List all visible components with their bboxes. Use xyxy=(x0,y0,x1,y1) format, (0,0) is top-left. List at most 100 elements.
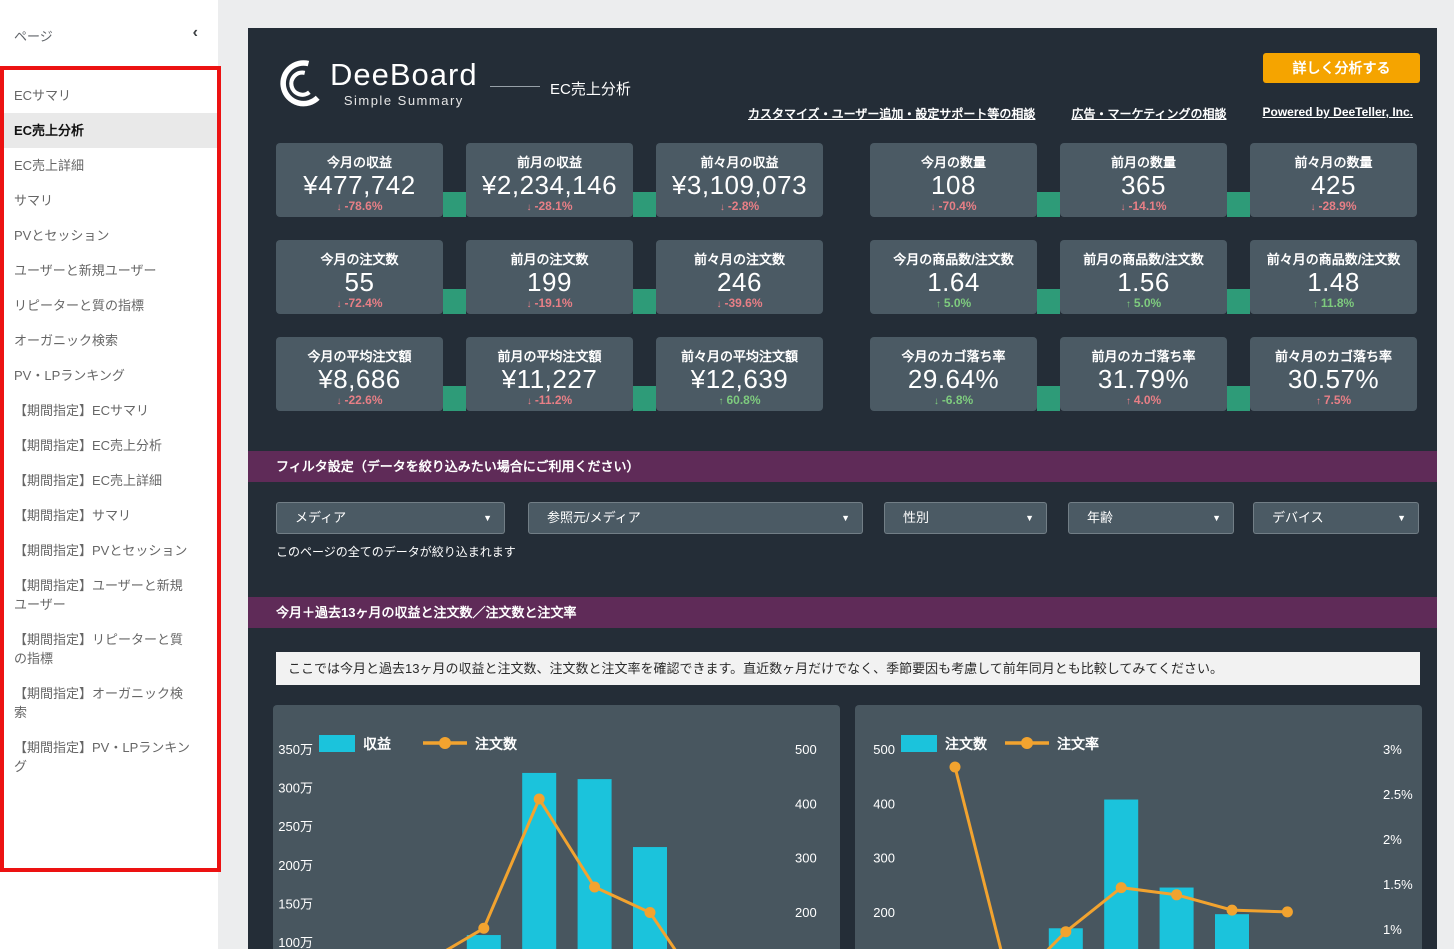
page-nav-list: ECサマリ EC売上分析 EC売上詳細 サマリ PVとセッションユーザーと新規ユーザーリ… xyxy=(0,66,218,784)
kpi-delta: ↓ -72.4% xyxy=(336,296,383,310)
right-axis-tick: 200 xyxy=(795,905,817,920)
filter-dropdown[interactable]: 性別 ▼ xyxy=(884,502,1047,534)
arrow-down-icon: ↓ xyxy=(526,299,532,310)
left-axis-tick: 350万 xyxy=(278,742,313,757)
sidebar-item[interactable]: PV・LPランキング xyxy=(14,368,125,383)
revenue-orders-chart: 収益 注文数 350万 300万 250万 200万 150万 100万 500 400 300 20… xyxy=(273,705,840,949)
legend-label: 注文数 xyxy=(475,736,518,752)
sidebar-item[interactable]: サマリ xyxy=(14,193,54,208)
bar xyxy=(1215,914,1249,949)
left-axis-tick: 400 xyxy=(873,796,895,811)
right-axis-tick: 400 xyxy=(795,796,817,811)
kpi-delta: ↑ 11.8% xyxy=(1312,296,1355,310)
sidebar-item[interactable]: 【期間指定】PVとセッション xyxy=(14,543,188,558)
left-axis-tick: 300万 xyxy=(278,781,313,796)
line-point xyxy=(1060,926,1072,938)
legend-bar-swatch xyxy=(901,735,937,752)
kpi-title: 前々月の平均注文額 xyxy=(680,349,798,364)
kpi-connector xyxy=(633,289,656,314)
marketing-link[interactable]: 広告・マーケティングの相談 xyxy=(1071,107,1227,121)
kpi-value: 31.79% xyxy=(1097,364,1190,394)
chevron-down-icon: ▼ xyxy=(1212,513,1221,523)
sidebar-item[interactable]: リピーターと質の指標 xyxy=(14,298,145,313)
right-axis-tick: 3% xyxy=(1383,742,1402,757)
legend-bar-swatch xyxy=(319,735,355,752)
sidebar: ページ ‹ ECサマリ EC売上分析 EC売上詳細 サマリ PVとセッション ユーザーと新… xyxy=(0,0,218,949)
sidebar-item[interactable]: 【期間指定】リピーターと質の指標 xyxy=(14,632,184,666)
filter-dropdown[interactable]: デバイス ▼ xyxy=(1253,502,1419,534)
kpi-value: ¥12,639 xyxy=(690,364,789,394)
support-link[interactable]: カスタマイズ・ユーザー追加・設定サポート等の相談 xyxy=(748,107,1036,121)
sidebar-item[interactable]: EC売上詳細 xyxy=(14,158,85,173)
kpi-title: 前々月のカゴ落ち率 xyxy=(1274,349,1392,364)
deeboard-logo: DeeBoard Simple Summary xyxy=(278,58,478,108)
kpi-title: 前月の注文数 xyxy=(510,252,589,267)
right-axis-tick: 2% xyxy=(1383,832,1402,847)
line-point xyxy=(589,881,601,893)
sidebar-item[interactable]: 【期間指定】サマリ xyxy=(14,508,132,523)
arrow-down-icon: ↓ xyxy=(1310,202,1316,213)
sidebar-item[interactable]: 【期間指定】ユーザーと新規ユーザー xyxy=(14,578,183,612)
chevron-down-icon: ▼ xyxy=(841,513,850,523)
sidebar-item[interactable]: 【期間指定】PV・LPランキング xyxy=(14,740,190,774)
left-axis-tick: 300 xyxy=(873,851,895,866)
kpi-connector xyxy=(1227,192,1250,217)
filter-note: このページの全てのデータが絞り込まれます xyxy=(276,545,516,559)
sidebar-item[interactable]: ECサマリ xyxy=(14,88,72,103)
kpi-value: ¥477,742 xyxy=(303,170,416,200)
kpi-delta: ↓ -28.9% xyxy=(1310,199,1357,213)
chevron-down-icon: ▼ xyxy=(1025,513,1034,523)
kpi-delta: ↑ 5.0% xyxy=(935,296,972,310)
page-title: EC売上分析 xyxy=(550,81,631,98)
sidebar-item[interactable]: 【期間指定】EC売上分析 xyxy=(14,438,163,453)
filter-dropdown[interactable]: メディア ▼ xyxy=(276,502,505,534)
line-point xyxy=(1281,906,1293,918)
kpi-title: 今月の平均注文額 xyxy=(307,349,412,364)
sidebar-item[interactable]: PVとセッション xyxy=(14,228,110,243)
kpi-value: 1.56 xyxy=(1117,267,1170,297)
kpi-delta: ↓ -78.6% xyxy=(336,199,383,213)
legend-line-dot xyxy=(1021,737,1033,749)
logo-title: DeeBoard xyxy=(330,57,478,92)
filter-dropdown[interactable]: 年齢 ▼ xyxy=(1068,502,1234,534)
arrow-down-icon: ↓ xyxy=(526,202,532,213)
sidebar-item[interactable]: 【期間指定】オーガニック検索 xyxy=(14,686,184,720)
sidebar-item[interactable]: EC売上分析 xyxy=(0,113,218,148)
line-point xyxy=(949,761,961,773)
kpi-value: 108 xyxy=(931,170,976,200)
kpi-title: 今月の数量 xyxy=(920,155,986,170)
kpi-connector xyxy=(443,289,466,314)
kpi-title: 前々月の数量 xyxy=(1294,155,1373,170)
chart-svg: 注文数 注文率 500 400 300 200 3% 2.5% 2% 1.5% 1% xyxy=(873,735,1413,949)
kpi-card: 前々月の平均注文額 ¥12,639 ↑ 60.8% xyxy=(656,337,823,411)
line-point xyxy=(478,922,490,934)
kpi-card: 今月のカゴ落ち率 29.64% ↓ -6.8% xyxy=(870,337,1037,411)
sidebar-item[interactable]: 【期間指定】ECサマリ xyxy=(14,403,150,418)
chevron-down-icon: ▼ xyxy=(483,513,492,523)
chart-svg: 収益 注文数 350万 300万 250万 200万 150万 100万 500 400 300 20… xyxy=(278,735,817,949)
line-point xyxy=(1171,889,1183,901)
dashboard-canvas: DeeBoard Simple Summary EC売上分析 詳しく分析する カ… xyxy=(248,28,1437,949)
legend-line-dot xyxy=(439,737,451,749)
kpi-card: 今月の平均注文額 ¥8,686 ↓ -22.6% xyxy=(276,337,443,411)
sidebar-item[interactable]: ユーザーと新規ユーザー xyxy=(14,263,157,278)
logo-subtitle: Simple Summary xyxy=(343,93,464,108)
bar xyxy=(577,779,612,949)
arrow-down-icon: ↓ xyxy=(930,202,936,213)
kpi-value: ¥3,109,073 xyxy=(671,170,808,200)
filter-dropdown[interactable]: 参照元/メディア ▼ xyxy=(528,502,863,534)
arrow-up-icon: ↑ xyxy=(718,396,724,407)
kpi-connector xyxy=(443,386,466,411)
left-axis-tick: 500 xyxy=(873,742,895,757)
powered-by-link[interactable]: Powered by DeeTeller, Inc. xyxy=(1262,105,1413,119)
orders-rate-chart: 注文数 注文率 500 400 300 200 3% 2.5% 2% 1.5% 1% xyxy=(855,705,1422,949)
kpi-title: 前月の収益 xyxy=(516,155,582,170)
header-links: カスタマイズ・ユーザー追加・設定サポート等の相談 広告・マーケティングの相談 P… xyxy=(748,105,1413,122)
kpi-title: 前々月の注文数 xyxy=(693,252,785,267)
analyze-button[interactable]: 詳しく分析する xyxy=(1263,53,1420,83)
sidebar-item[interactable]: 【期間指定】EC売上詳細 xyxy=(14,473,163,488)
line-point xyxy=(1226,904,1238,916)
chevron-left-icon[interactable]: ‹ xyxy=(192,24,198,41)
sidebar-item[interactable]: オーガニック検索 xyxy=(14,333,119,348)
kpi-delta: ↓ -70.4% xyxy=(930,199,977,213)
